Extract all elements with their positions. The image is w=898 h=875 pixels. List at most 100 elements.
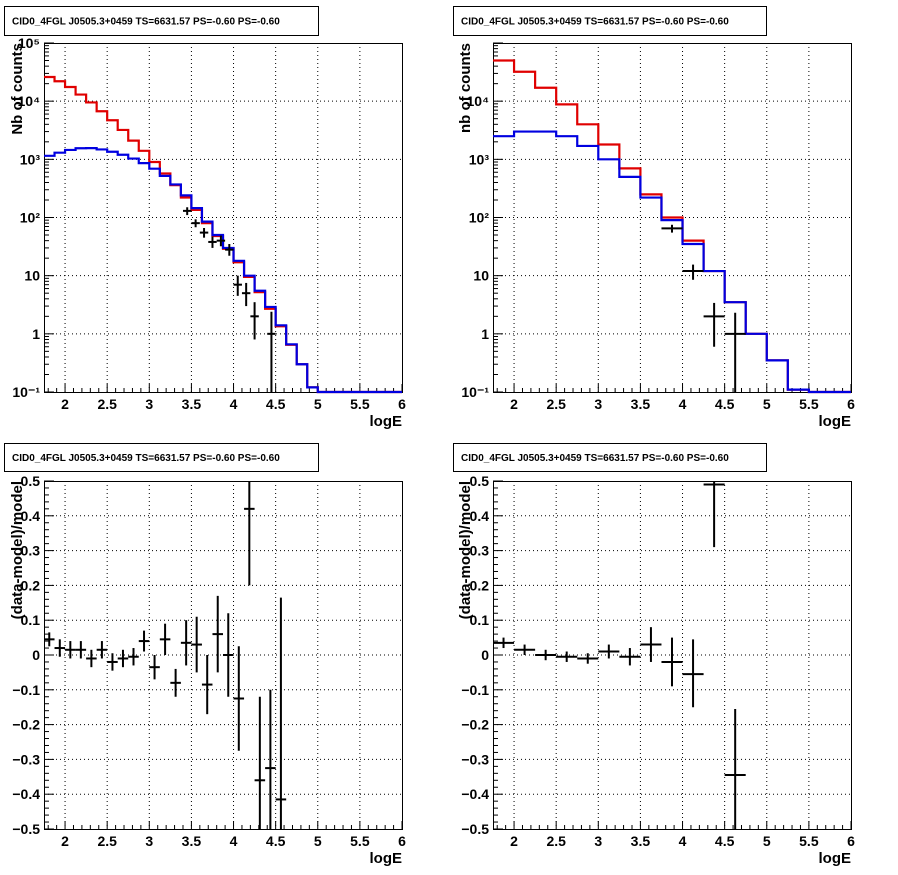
data-point	[180, 620, 192, 666]
x-tick-label: 3	[145, 396, 153, 412]
x-tick-label: 6	[398, 833, 406, 849]
y-tick-label: 10³	[469, 151, 490, 167]
y-tick-label: 1	[32, 326, 40, 342]
data-point	[265, 689, 276, 829]
x-tick-label: 2	[61, 833, 69, 849]
x-tick-label: 2	[510, 833, 518, 849]
chart-title: CID0_4FGL J0505.3+0459 TS=6631.57 PS=-0.…	[461, 17, 729, 28]
component-model-line	[493, 130, 851, 394]
data-point	[201, 655, 213, 715]
y-tick-label: 10²	[20, 210, 41, 226]
x-axis-title: logE	[370, 413, 403, 430]
title-box	[453, 443, 767, 472]
chart-counts-left: CID0_4FGL J0505.3+0459 TS=6631.57 PS=-0.…	[4, 6, 406, 430]
data-point	[216, 235, 226, 247]
x-tick-label: 5.5	[799, 396, 819, 412]
data-point	[682, 639, 704, 708]
y-tick-label: −0.3	[12, 751, 40, 767]
x-tick-label: 4.5	[715, 833, 735, 849]
y-axis-title: (data-model)/model	[457, 481, 474, 619]
data-point	[514, 644, 536, 655]
title-box	[4, 6, 319, 36]
y-tick-label: −0.4	[461, 786, 489, 802]
x-tick-label: 6	[398, 396, 406, 412]
data-point	[267, 311, 276, 392]
y-tick-label: 0.5	[21, 473, 41, 489]
y-tick-label: 10⁻¹	[12, 384, 40, 400]
data-point	[703, 302, 725, 347]
x-tick-label: 4.5	[715, 396, 735, 412]
data-point	[556, 651, 578, 662]
x-tick-label: 5.5	[350, 396, 370, 412]
data-point	[159, 623, 171, 655]
data-point	[233, 275, 242, 296]
data-point	[250, 302, 259, 340]
data-point	[233, 646, 245, 751]
y-tick-label: 0.2	[21, 577, 41, 593]
x-tick-label: 2	[61, 396, 69, 412]
y-tick-label: −0.2	[461, 717, 489, 733]
x-tick-label: 4	[230, 396, 238, 412]
y-tick-label: −0.3	[461, 751, 489, 767]
x-tick-label: 3.5	[631, 833, 651, 849]
title-box	[453, 6, 767, 36]
y-tick-label: 10³	[20, 151, 41, 167]
y-tick-label: 0.1	[21, 612, 41, 628]
y-tick-label: 10	[473, 268, 489, 284]
y-tick-label: −0.5	[12, 821, 40, 837]
data-point	[75, 641, 87, 659]
x-tick-label: 2	[510, 396, 518, 412]
x-tick-label: 5.5	[350, 833, 370, 849]
data-point	[275, 597, 287, 829]
x-tick-label: 3	[594, 833, 602, 849]
y-tick-label: 10	[24, 268, 40, 284]
x-tick-label: 4.5	[266, 396, 286, 412]
component-model-line	[44, 147, 402, 394]
y-tick-label: −0.2	[12, 717, 40, 733]
x-axis-title: logE	[370, 850, 403, 867]
data-point	[661, 224, 683, 233]
data-point	[117, 649, 129, 668]
x-axis-title: logE	[819, 413, 852, 430]
data-point	[619, 648, 641, 666]
y-tick-label: 0.4	[21, 508, 41, 524]
y-tick-label: 1	[481, 326, 489, 342]
x-tick-label: 4.5	[266, 833, 286, 849]
data-point	[223, 613, 234, 697]
data-point	[128, 648, 139, 666]
x-tick-label: 2.5	[546, 833, 566, 849]
data-point	[138, 630, 150, 652]
y-axis-title: nb of counts	[457, 43, 474, 133]
y-axis-title: Nb of counts	[9, 43, 26, 135]
y-tick-label: 10⁴	[18, 93, 41, 109]
x-tick-label: 4	[679, 396, 687, 412]
x-axis-title: logE	[819, 850, 852, 867]
data-point	[44, 632, 55, 647]
chart-title: CID0_4FGL J0505.3+0459 TS=6631.57 PS=-0.…	[12, 453, 280, 464]
y-tick-label: −0.1	[461, 682, 489, 698]
data-point	[703, 481, 725, 548]
data-point	[54, 639, 66, 657]
y-tick-label: 10⁵	[18, 35, 40, 51]
x-tick-label: 3.5	[182, 833, 202, 849]
data-point	[535, 649, 557, 661]
data-point	[212, 595, 223, 673]
x-tick-label: 5	[314, 396, 322, 412]
data-point	[86, 649, 97, 668]
data-point	[640, 627, 662, 662]
data-point	[577, 653, 599, 664]
data-point	[170, 668, 181, 697]
x-tick-label: 5	[763, 833, 771, 849]
x-tick-label: 2.5	[97, 396, 117, 412]
chart-residuals-right: CID0_4FGL J0505.3+0459 TS=6631.57 PS=-0.…	[453, 443, 855, 867]
y-tick-label: 0	[481, 647, 489, 663]
data-point	[598, 644, 620, 659]
data-point	[682, 264, 704, 280]
y-tick-label: 0.5	[470, 473, 490, 489]
x-tick-label: 5.5	[799, 833, 819, 849]
data-point	[149, 655, 160, 680]
x-tick-label: 3	[594, 396, 602, 412]
x-tick-label: 2.5	[546, 396, 566, 412]
y-tick-label: 0.1	[470, 612, 490, 628]
